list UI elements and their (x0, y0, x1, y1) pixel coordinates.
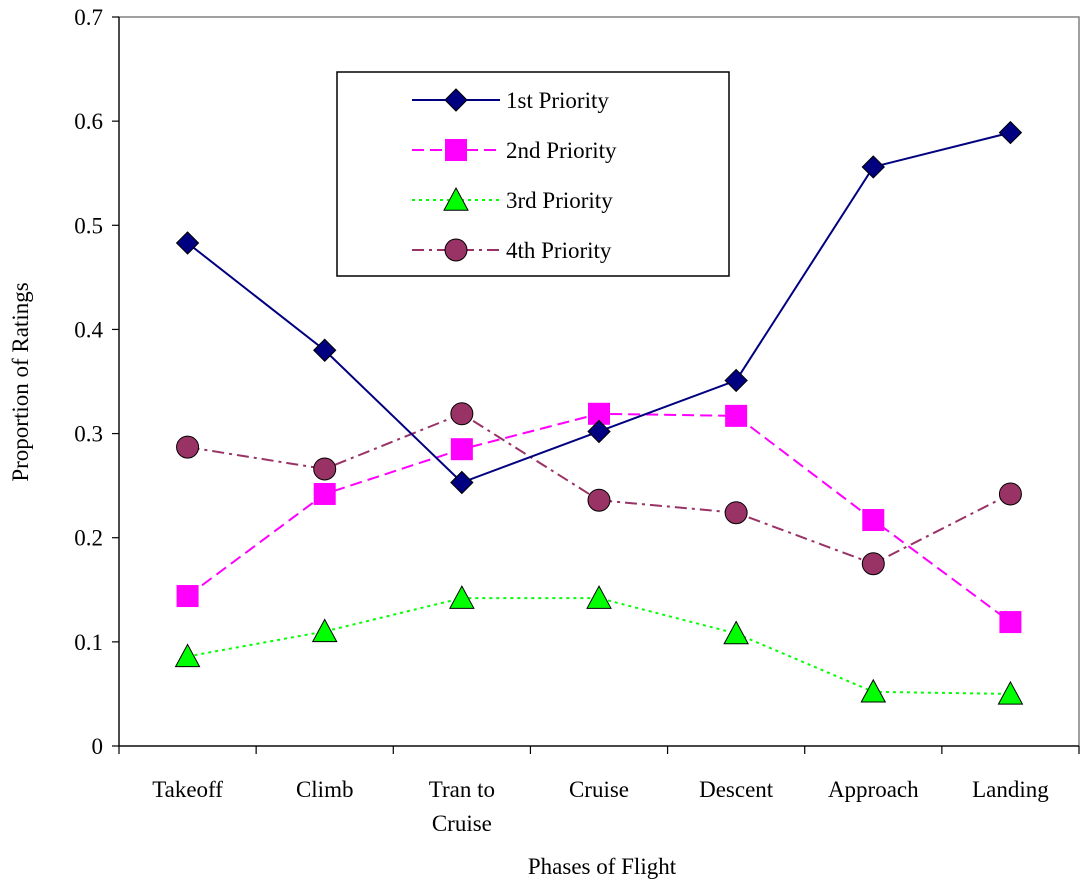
legend-label: 2nd Priority (506, 138, 617, 163)
series-1 (175, 120, 1023, 495)
data-point (860, 678, 887, 703)
data-point (176, 585, 199, 608)
x-tick-label: Cruise (569, 777, 629, 802)
data-point (586, 585, 612, 609)
data-point (313, 482, 336, 505)
legend-marker (444, 88, 468, 112)
legend-item: 2nd Priority (412, 138, 617, 163)
legend-marker (445, 139, 467, 161)
legend: 1st Priority 2nd Priority 3rd Priority 4th … (336, 71, 730, 277)
legend-label: 4th Priority (506, 238, 612, 263)
data-point (587, 488, 611, 512)
data-point (861, 552, 885, 576)
data-point (175, 231, 200, 255)
data-point (723, 620, 749, 645)
y-tick-label: 0.3 (74, 422, 103, 447)
series-4 (176, 402, 1022, 576)
x-tick-label: Landing (972, 777, 1049, 802)
legend-item: 3rd Priority (412, 186, 613, 213)
data-point (450, 438, 473, 461)
data-point (724, 501, 748, 525)
y-tick-label: 0.7 (74, 5, 103, 30)
data-point (997, 680, 1024, 705)
series-3 (174, 585, 1024, 705)
data-point (725, 404, 748, 427)
legend-label: 1st Priority (506, 88, 609, 113)
y-tick-label: 0.1 (74, 630, 103, 655)
data-point (724, 368, 748, 393)
x-tick-label: Takeoff (152, 777, 223, 802)
data-point (313, 457, 337, 481)
x-tick-label: Climb (296, 777, 354, 802)
legend-box (336, 71, 730, 277)
legend-item: 1st Priority (412, 88, 609, 113)
data-point (313, 338, 337, 362)
series-2 (176, 402, 1022, 634)
y-tick-label: 0 (92, 734, 104, 759)
x-axis-title: Phases of Flight (528, 854, 677, 879)
x-tick-label: Approach (828, 777, 919, 802)
y-axis-title: Proportion of Ratings (8, 282, 33, 481)
data-point (450, 470, 474, 495)
data-point (449, 585, 475, 609)
legend-marker (444, 238, 468, 262)
y-tick-label: 0.2 (74, 526, 103, 551)
legend-label: 3rd Priority (506, 188, 613, 213)
y-tick-label: 0.6 (74, 109, 103, 134)
data-point (587, 419, 611, 444)
y-tick-label: 0.5 (74, 213, 103, 238)
data-point (176, 435, 200, 459)
data-point (862, 509, 885, 532)
x-tick-label: Tran to Cruise (429, 777, 495, 836)
data-point (174, 643, 201, 668)
data-point (588, 402, 610, 425)
data-point (999, 611, 1022, 634)
legend-marker (443, 186, 469, 211)
x-tick-label: Descent (699, 777, 774, 802)
data-point (861, 155, 885, 179)
data-point (998, 120, 1023, 145)
data-point (311, 618, 338, 643)
y-tick-label: 0.4 (74, 317, 103, 342)
legend-item: 4th Priority (412, 238, 612, 263)
data-point (998, 482, 1022, 506)
data-point (450, 402, 474, 426)
